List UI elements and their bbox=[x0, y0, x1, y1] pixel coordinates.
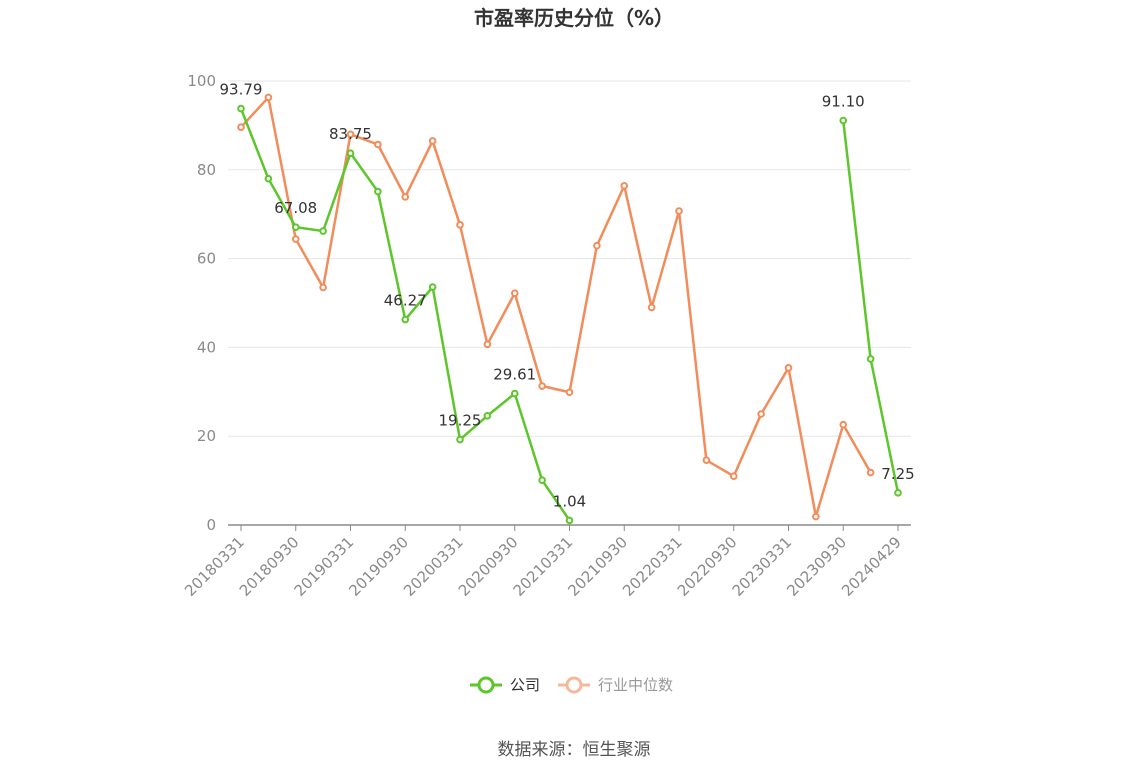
y-axis: 0 20 40 60 80 100 bbox=[187, 72, 216, 534]
data-point-industry bbox=[647, 303, 656, 312]
legend-company-swatch-marker bbox=[477, 676, 495, 694]
data-label: 91.10 bbox=[822, 93, 865, 111]
data-point-industry bbox=[538, 382, 546, 390]
data-label: 93.79 bbox=[220, 81, 263, 99]
data-point-industry bbox=[702, 456, 711, 464]
legend-item-industry[interactable]: 行业中位数 bbox=[558, 676, 673, 694]
data-point-industry bbox=[620, 181, 629, 190]
data-point-company bbox=[291, 223, 300, 231]
data-point-industry bbox=[428, 137, 437, 145]
data-point-industry bbox=[757, 410, 765, 418]
data-point-company bbox=[510, 389, 519, 398]
legend-industry-label: 行业中位数 bbox=[598, 676, 673, 694]
data-point-industry bbox=[593, 241, 601, 250]
gridlines bbox=[228, 80, 911, 437]
data-labels: 93.79 67.08 83.75 46.27 19.25 29.61 1.04 91.10 7… bbox=[220, 81, 915, 511]
data-point-industry bbox=[812, 512, 820, 521]
data-point-industry bbox=[675, 207, 683, 215]
data-label: 83.75 bbox=[329, 125, 372, 143]
data-point-industry bbox=[866, 468, 875, 477]
data-point-industry bbox=[237, 123, 245, 131]
legend-industry-swatch-marker bbox=[565, 676, 583, 694]
data-point-industry bbox=[565, 388, 574, 397]
legend-company-label: 公司 bbox=[510, 676, 540, 694]
legend-item-company[interactable]: 公司 bbox=[470, 676, 540, 694]
data-point-company bbox=[374, 187, 382, 196]
data-point-company bbox=[894, 489, 902, 497]
data-point-company bbox=[839, 116, 848, 125]
data-label: 19.25 bbox=[439, 412, 482, 430]
data-point-industry bbox=[374, 140, 382, 149]
data-point-industry bbox=[510, 289, 519, 298]
y-tick-label: 80 bbox=[197, 161, 216, 179]
data-label: 7.25 bbox=[881, 465, 914, 483]
data-point-industry bbox=[346, 130, 355, 139]
data-point-industry bbox=[729, 472, 738, 480]
data-point-company bbox=[237, 104, 245, 113]
y-tick-label: 60 bbox=[197, 250, 216, 268]
data-point-industry bbox=[319, 283, 327, 292]
data-point-company bbox=[866, 355, 875, 363]
y-tick-label: 0 bbox=[206, 516, 216, 534]
chart-title: 市盈率历史分位（%） bbox=[474, 6, 674, 30]
series-line-industry bbox=[240, 96, 872, 518]
data-point-industry bbox=[839, 420, 848, 429]
data-point-industry bbox=[401, 193, 410, 201]
data-point-company bbox=[264, 174, 273, 183]
data-point-company bbox=[456, 435, 464, 444]
data-label: 67.08 bbox=[274, 199, 317, 217]
data-point-company bbox=[565, 516, 574, 525]
legend: 公司 行业中位数 bbox=[470, 676, 673, 694]
x-tick-label: 20240429 bbox=[838, 533, 905, 600]
x-axis: 2018033120180930201903312019093020200331… bbox=[181, 524, 911, 600]
data-point-company bbox=[483, 411, 492, 420]
series-layer bbox=[237, 93, 902, 525]
data-point-company bbox=[428, 283, 437, 291]
data-point-industry bbox=[483, 340, 492, 349]
y-tick-label: 40 bbox=[197, 338, 216, 356]
data-point-company bbox=[401, 315, 410, 324]
y-tick-label: 20 bbox=[197, 427, 216, 445]
data-point-industry bbox=[291, 235, 300, 243]
data-point-company bbox=[346, 149, 355, 157]
data-label: 46.27 bbox=[384, 292, 427, 310]
data-point-industry bbox=[456, 221, 464, 229]
data-label: 29.61 bbox=[493, 366, 536, 384]
data-label: 1.04 bbox=[553, 492, 586, 510]
data-point-industry bbox=[784, 364, 793, 372]
data-point-company bbox=[538, 476, 546, 484]
y-tick-label: 100 bbox=[187, 72, 216, 90]
data-point-company bbox=[319, 227, 327, 235]
data-point-industry bbox=[264, 93, 273, 102]
source-note: 数据来源：恒生聚源 bbox=[498, 740, 651, 760]
